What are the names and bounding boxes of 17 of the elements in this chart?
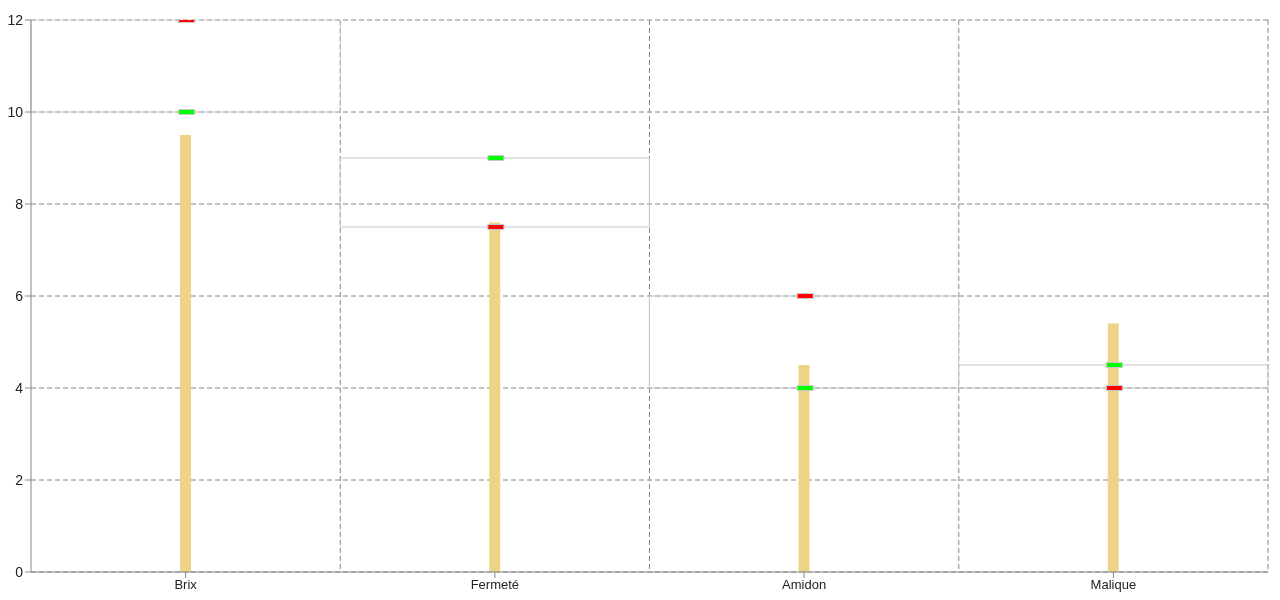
- y-tick-label: 4: [15, 379, 24, 396]
- x-tick-label: Malique: [1090, 577, 1137, 593]
- y-tick-label: 10: [7, 103, 24, 120]
- bar: [1107, 323, 1119, 572]
- bar: [489, 222, 501, 572]
- x-tick-label: Amidon: [782, 577, 827, 593]
- bar: [798, 365, 810, 572]
- y-tick-label: 8: [15, 195, 24, 212]
- x-tick-label: Brix: [174, 577, 198, 593]
- y-tick-label: 0: [15, 563, 24, 580]
- x-tick-label: Fermeté: [470, 577, 520, 593]
- bar: [30, 20, 341, 113]
- bar: [339, 157, 650, 228]
- y-tick-label: 2: [15, 471, 24, 488]
- y-tick-label: 6: [15, 287, 24, 304]
- bar: [180, 135, 191, 572]
- y-tick-label: 12: [7, 11, 24, 28]
